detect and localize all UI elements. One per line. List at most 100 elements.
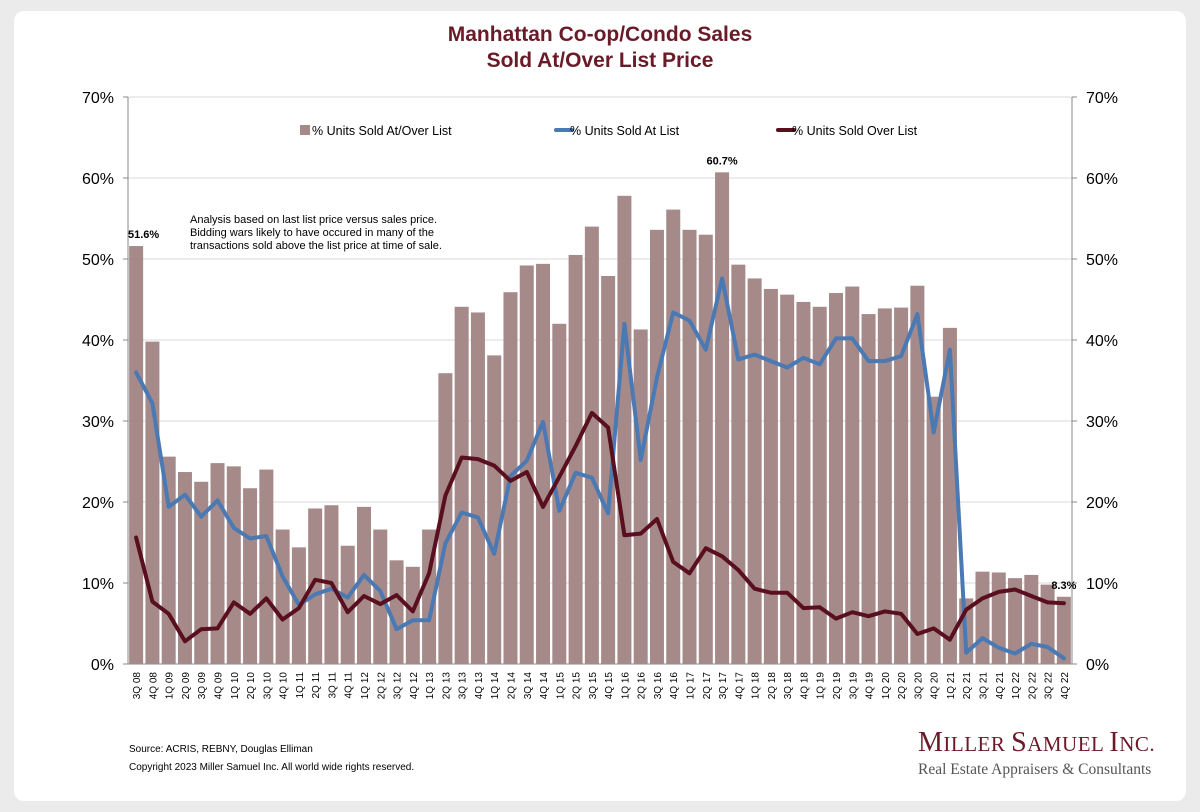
x-tick-label: 4Q 19 bbox=[865, 672, 876, 700]
bar bbox=[926, 396, 941, 664]
bar bbox=[763, 288, 778, 664]
bar bbox=[910, 285, 925, 664]
bar bbox=[519, 265, 534, 664]
bar-series bbox=[129, 172, 1071, 665]
x-tick-label: 4Q 17 bbox=[734, 672, 745, 700]
x-tick-label: 3Q 16 bbox=[653, 672, 664, 700]
bar bbox=[308, 508, 323, 664]
bar bbox=[194, 481, 209, 664]
y-tick-label-right: 50% bbox=[1086, 252, 1118, 269]
x-tick-label: 1Q 16 bbox=[620, 672, 631, 700]
y-tick-label-left: 0% bbox=[91, 657, 114, 674]
note-line: transactions sold above the list price a… bbox=[190, 240, 442, 252]
bar bbox=[747, 278, 762, 664]
bar bbox=[666, 209, 681, 664]
x-tick-label: 4Q 10 bbox=[279, 672, 290, 700]
bar bbox=[1024, 574, 1039, 664]
x-tick-label: 1Q 17 bbox=[686, 672, 697, 700]
note-line: Bidding wars likely to have occured in m… bbox=[190, 227, 434, 239]
y-tick-label-right: 70% bbox=[1086, 90, 1118, 107]
y-tick-label-left: 70% bbox=[82, 90, 114, 107]
x-tick-label: 1Q 18 bbox=[751, 672, 762, 700]
bar bbox=[698, 234, 713, 664]
x-tick-label: 1Q 15 bbox=[555, 672, 566, 700]
callout-label: 51.6% bbox=[128, 229, 159, 241]
x-tick-label: 1Q 09 bbox=[165, 672, 176, 700]
x-tick-label: 4Q 18 bbox=[799, 672, 810, 700]
x-tick-label: 4Q 22 bbox=[1060, 672, 1071, 700]
line-series bbox=[134, 276, 1066, 661]
x-tick-label: 4Q 20 bbox=[930, 672, 941, 700]
callout-labels: 51.6% 60.7% 8.3% bbox=[128, 155, 1077, 591]
note-line: Analysis based on last list price versus… bbox=[190, 214, 437, 226]
bar bbox=[129, 246, 144, 665]
bar bbox=[780, 294, 795, 664]
y-tick-label-left: 50% bbox=[82, 252, 114, 269]
x-tick-label: 2Q 11 bbox=[311, 672, 322, 699]
bar bbox=[487, 355, 502, 664]
y-tick-label-left: 20% bbox=[82, 495, 114, 512]
x-tick-label: 4Q 11 bbox=[344, 672, 355, 699]
bar bbox=[210, 463, 225, 664]
company-tagline: Real Estate Appraisers & Consultants bbox=[918, 761, 1152, 778]
x-tick-label: 4Q 16 bbox=[669, 672, 680, 700]
bar bbox=[601, 276, 616, 664]
analysis-note: Analysis based on last list price versus… bbox=[190, 214, 442, 252]
y-tick-label-left: 30% bbox=[82, 414, 114, 431]
bar bbox=[812, 306, 827, 664]
x-tick-label: 2Q 17 bbox=[702, 672, 713, 700]
x-tick-label: 2Q 19 bbox=[832, 672, 843, 700]
bar bbox=[438, 373, 453, 664]
x-tick-label: 3Q 18 bbox=[783, 672, 794, 700]
bar bbox=[845, 286, 860, 664]
bar bbox=[877, 308, 892, 664]
bar bbox=[731, 264, 746, 664]
bar bbox=[633, 329, 648, 664]
x-tick-label: 2Q 18 bbox=[767, 672, 778, 700]
y-tick-label-right: 60% bbox=[1086, 171, 1118, 188]
x-tick-label: 2Q 21 bbox=[962, 672, 973, 700]
bar bbox=[536, 263, 551, 664]
bar bbox=[226, 466, 241, 664]
bar bbox=[617, 195, 632, 664]
bar bbox=[796, 301, 811, 664]
chart-card bbox=[14, 11, 1186, 801]
x-tick-label: 4Q 21 bbox=[995, 672, 1006, 700]
x-tick-label: 2Q 10 bbox=[246, 672, 257, 700]
x-tick-label: 3Q 12 bbox=[393, 672, 404, 700]
over-list-line bbox=[134, 410, 1066, 644]
y-tick-label-right: 30% bbox=[1086, 414, 1118, 431]
x-tick-label: 2Q 12 bbox=[376, 672, 387, 700]
bar bbox=[275, 529, 290, 664]
legend: % Units Sold At/Over List % Units Sold At… bbox=[300, 124, 918, 138]
chart-title: Manhattan Co-op/Condo Sales bbox=[447, 23, 753, 46]
legend-swatch-bar bbox=[300, 125, 310, 135]
bar bbox=[894, 307, 909, 664]
x-tick-label: 1Q 22 bbox=[1011, 672, 1022, 700]
bar bbox=[405, 566, 420, 664]
x-tick-label: 3Q 20 bbox=[913, 672, 924, 700]
x-tick-label: 4Q 12 bbox=[409, 672, 420, 700]
at-list-line bbox=[134, 276, 1066, 661]
bar bbox=[861, 314, 876, 664]
bar bbox=[454, 306, 469, 664]
bar bbox=[568, 254, 583, 664]
legend-label: % Units Sold At/Over List bbox=[312, 124, 452, 138]
legend-label: % Units Sold Over List bbox=[792, 124, 918, 138]
x-tick-label: 1Q 10 bbox=[230, 672, 241, 700]
bar bbox=[470, 312, 485, 664]
x-tick-label: 3Q 13 bbox=[458, 672, 469, 700]
y-tick-label-left: 40% bbox=[82, 333, 114, 350]
x-tick-label: 1Q 14 bbox=[490, 672, 501, 700]
x-tick-label: 3Q 15 bbox=[588, 672, 599, 700]
x-tick-label: 2Q 20 bbox=[897, 672, 908, 700]
y-tick-label-right: 10% bbox=[1086, 576, 1118, 593]
bar bbox=[1056, 596, 1071, 664]
axes: 0% 0% 10% 10% 20% 20% 30% 30% 40% 40% 50% 50% 60% 60%… bbox=[82, 90, 1118, 699]
bar bbox=[340, 545, 355, 664]
bar bbox=[715, 172, 730, 664]
y-tick-label-left: 10% bbox=[82, 576, 114, 593]
bar bbox=[357, 506, 371, 664]
x-tick-label: 3Q 22 bbox=[1044, 672, 1055, 700]
